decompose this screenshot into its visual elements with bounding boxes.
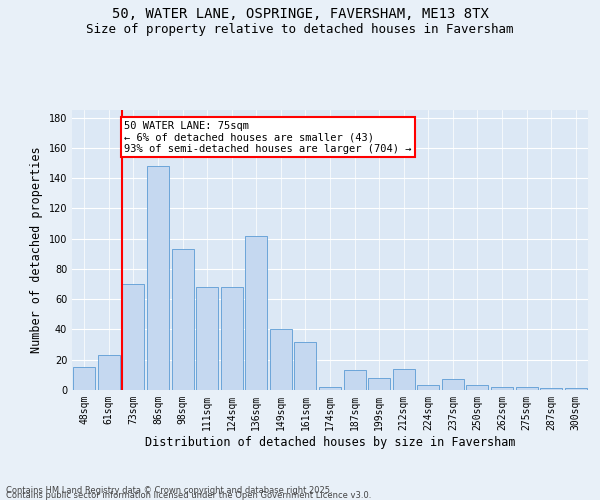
Bar	[466, 386, 488, 390]
Text: 50 WATER LANE: 75sqm
← 6% of detached houses are smaller (43)
93% of semi-detach: 50 WATER LANE: 75sqm ← 6% of detached ho…	[124, 120, 412, 154]
Bar	[270, 330, 292, 390]
Bar	[442, 380, 464, 390]
Text: 50, WATER LANE, OSPRINGE, FAVERSHAM, ME13 8TX: 50, WATER LANE, OSPRINGE, FAVERSHAM, ME1…	[112, 8, 488, 22]
Bar	[147, 166, 169, 390]
Bar	[122, 284, 145, 390]
Bar	[245, 236, 268, 390]
Bar	[344, 370, 365, 390]
Bar	[368, 378, 390, 390]
Bar	[491, 387, 513, 390]
Bar	[98, 355, 120, 390]
Text: Size of property relative to detached houses in Faversham: Size of property relative to detached ho…	[86, 22, 514, 36]
X-axis label: Distribution of detached houses by size in Faversham: Distribution of detached houses by size …	[145, 436, 515, 448]
Bar	[295, 342, 316, 390]
Bar	[392, 369, 415, 390]
Bar	[565, 388, 587, 390]
Text: Contains HM Land Registry data © Crown copyright and database right 2025.: Contains HM Land Registry data © Crown c…	[6, 486, 332, 495]
Bar	[319, 387, 341, 390]
Bar	[417, 386, 439, 390]
Text: Contains public sector information licensed under the Open Government Licence v3: Contains public sector information licen…	[6, 490, 371, 500]
Bar	[515, 387, 538, 390]
Bar	[221, 287, 243, 390]
Bar	[172, 249, 194, 390]
Y-axis label: Number of detached properties: Number of detached properties	[30, 146, 43, 354]
Bar	[196, 287, 218, 390]
Bar	[73, 368, 95, 390]
Bar	[540, 388, 562, 390]
